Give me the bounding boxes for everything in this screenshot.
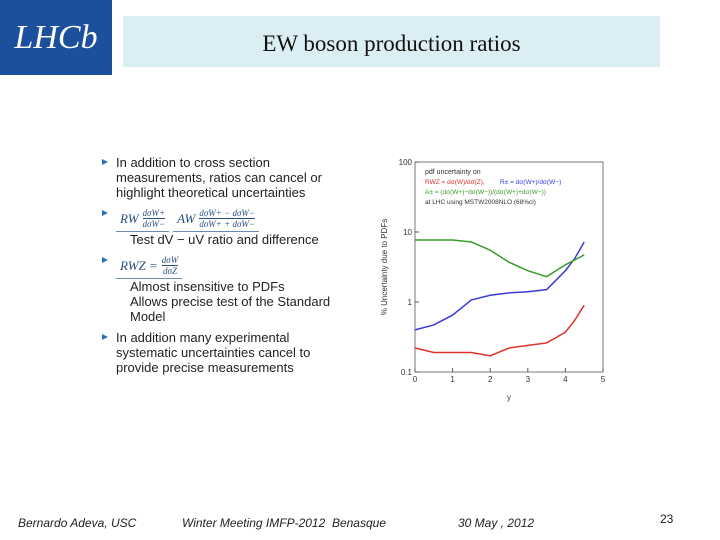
series-line <box>414 304 585 357</box>
formula-lhs: AW <box>177 211 196 226</box>
y-tick-label: 0.1 <box>401 368 413 377</box>
denominator: dσW+ + dσW− <box>199 219 255 229</box>
slide-title: EW boson production ratios <box>123 16 660 67</box>
bullet: RWZ = dσW dσZ Almost insensitive to PDFs A… <box>100 253 340 324</box>
bullet: In addition to cross section measurement… <box>100 155 340 200</box>
formula: RW dσW+ dσW− <box>116 206 170 232</box>
figure: % Uncertainty due to PDFs y 0.1 1 10 100 0 1 2… <box>375 150 615 405</box>
denominator: dσZ <box>163 266 177 276</box>
formula: RWZ = dσW dσZ <box>116 253 183 279</box>
bullet-list: In addition to cross section measurement… <box>100 155 340 381</box>
x-axis-label: y <box>507 393 511 402</box>
numerator: dσW+ − dσW− <box>199 208 255 219</box>
legend-entry: A± = (dσ(W+)−dσ(W−))/(dσ(W+)+dσ(W−)) <box>425 189 546 196</box>
x-tick-label: 1 <box>450 375 455 384</box>
bullet: RW dσW+ dσW− AW dσW+ − dσW− dσW+ + dσW− Test … <box>100 206 340 247</box>
series-line <box>414 241 585 331</box>
x-tick-label: 5 <box>601 375 606 384</box>
legend-entry: R± = dσ(W+)/dσ(W−) <box>500 179 561 186</box>
formula: AW dσW+ − dσW− dσW+ + dσW− <box>173 206 259 232</box>
page-number: 23 <box>660 512 674 526</box>
y-tick-label: 100 <box>399 158 413 167</box>
logo: LHCb <box>0 0 112 75</box>
sub-note: Test dV − uV ratio and difference <box>130 232 319 247</box>
bullet: In addition many experimental systematic… <box>100 330 340 375</box>
legend-note: at LHC using MSTW2008NLO (68%cl) <box>425 199 536 206</box>
y-axis-label: % Uncertainty due to PDFs <box>380 219 389 315</box>
y-tick-label: 1 <box>408 298 413 307</box>
sub-note: Allows precise test of the Standard Mode… <box>130 294 331 324</box>
sub-note: Almost insensitive to PDFs <box>130 279 285 294</box>
plot-frame <box>414 161 604 373</box>
x-tick-label: 0 <box>413 375 418 384</box>
formula-lhs: RWZ = <box>120 258 158 273</box>
denominator: dσW− <box>142 219 166 229</box>
x-tick-label: 2 <box>488 375 493 384</box>
y-tick-label: 10 <box>403 228 412 237</box>
series-line <box>415 239 585 278</box>
footer-author: Bernardo Adeva, USC <box>18 516 137 530</box>
formula-lhs: RW <box>120 211 139 226</box>
footer-date: 30 May , 2012 <box>458 516 535 530</box>
x-tick-label: 3 <box>526 375 531 384</box>
numerator: dσW+ <box>142 208 166 219</box>
x-tick-label: 4 <box>563 375 568 384</box>
numerator: dσW <box>161 255 179 266</box>
legend-title: pdf uncertainty on <box>425 169 481 176</box>
legend-entry: RWZ = dσ(W)/dσ(Z), <box>425 179 485 186</box>
footer-event: Winter Meeting IMFP-2012 Benasque <box>182 516 386 530</box>
